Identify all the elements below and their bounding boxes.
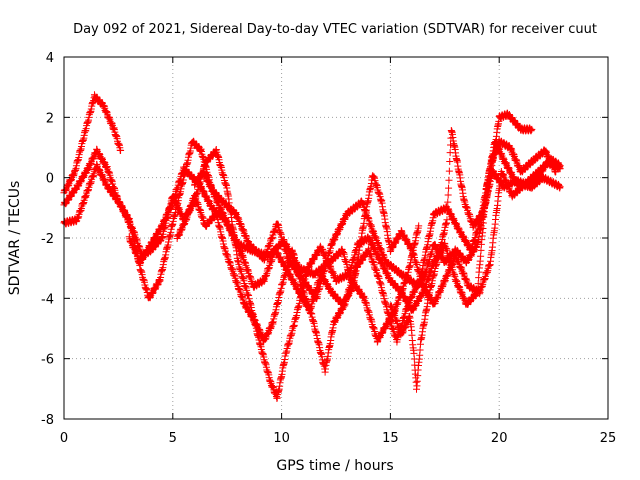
data-point bbox=[444, 191, 452, 199]
data-point bbox=[117, 147, 125, 155]
data-point bbox=[445, 176, 453, 184]
data-point bbox=[556, 183, 564, 191]
data-point bbox=[445, 184, 453, 192]
data-point bbox=[446, 158, 454, 166]
series-track-a bbox=[60, 91, 125, 197]
data-marks bbox=[60, 91, 564, 402]
data-point bbox=[412, 378, 420, 386]
data-point bbox=[445, 167, 453, 175]
